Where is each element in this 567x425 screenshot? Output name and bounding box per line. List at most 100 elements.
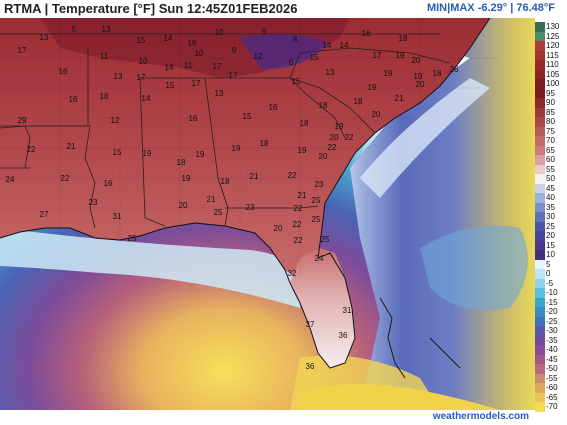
- temperature-value: 19: [368, 83, 377, 92]
- temperature-value: 13: [326, 68, 335, 77]
- temperature-value: 21: [250, 172, 259, 181]
- temperature-value: 10: [215, 28, 224, 37]
- colorbar-segment: [535, 297, 545, 307]
- colorbar-segment: [535, 69, 545, 79]
- temperature-value: 22: [328, 143, 337, 152]
- temperature-value: 20: [330, 133, 339, 142]
- coldest-region: [240, 34, 330, 69]
- temperature-value: 21: [67, 142, 76, 151]
- temperature-value: 20: [319, 152, 328, 161]
- temperature-value: 13: [114, 72, 123, 81]
- temperature-value: 24: [6, 175, 15, 184]
- colorbar-segment: [535, 240, 545, 250]
- temperature-value: 14: [164, 34, 173, 43]
- temperature-value: 18: [354, 97, 363, 106]
- colorbar-segment: [535, 50, 545, 60]
- temperature-value: 6: [289, 58, 294, 67]
- colorbar-label: 70: [546, 136, 555, 145]
- temperature-value: 17: [18, 46, 27, 55]
- temperature-value: 19: [414, 72, 423, 81]
- temperature-value: 10: [195, 49, 204, 58]
- temperature-value: 21: [207, 195, 216, 204]
- temperature-value: 18: [221, 177, 230, 186]
- colorbar-label: -10: [546, 288, 558, 297]
- colorbar-label: -40: [546, 345, 558, 354]
- state-borders: [0, 33, 451, 229]
- temperature-value: 16: [104, 179, 113, 188]
- temperature-value: 22: [294, 236, 303, 245]
- temperature-value: 19: [143, 149, 152, 158]
- colorbar-label: -35: [546, 335, 558, 345]
- temperature-value: 25: [128, 234, 137, 243]
- temperature-value: 19: [335, 122, 344, 131]
- colorbar-segment: [535, 164, 545, 174]
- temperature-value: 18: [399, 34, 408, 43]
- cuba: [300, 384, 500, 410]
- temperature-value: 19: [196, 150, 205, 159]
- colorbar-label: 80: [546, 117, 555, 126]
- colorbar-label: 5: [546, 259, 551, 269]
- temperature-value: 21: [298, 191, 307, 200]
- footer-bar: weathermodels.com: [0, 410, 535, 425]
- temperature-value: 15: [166, 81, 175, 90]
- temperature-colorbar: 130 125 120 115 110 105 100 95 90 85 80 75 70 65 60 55 5…: [535, 22, 567, 414]
- temperature-value: 31: [113, 212, 122, 221]
- temperature-value: 19: [298, 146, 307, 155]
- temperature-value: 19: [384, 69, 393, 78]
- colorbar-label: 40: [546, 193, 555, 202]
- temperature-value: 11: [100, 52, 109, 61]
- colorbar-segment: [535, 221, 545, 231]
- colorbar-segment: [535, 22, 545, 32]
- colorbar-label: 30: [546, 212, 555, 221]
- colorbar-segment: [535, 98, 545, 108]
- temperature-value: 15: [137, 36, 146, 45]
- temperature-map[interactable]: 13 5 13 15 14 16 10 9 8 14 16 18 17 11 10 10 9 12 6 15 14 17 1…: [0, 18, 535, 410]
- temperature-value: 20: [274, 224, 283, 233]
- temperature-value: 22: [293, 220, 302, 229]
- temperature-value: 16: [362, 29, 371, 38]
- colorbar-label: -20: [546, 307, 558, 316]
- colorbar-segment: [535, 288, 545, 298]
- temperature-value: 5: [72, 25, 77, 34]
- bahamas-outline: [379, 297, 406, 379]
- colorbar-label: 95: [546, 88, 555, 98]
- colorbar-segment: [535, 402, 545, 412]
- colorbar-label: 110: [546, 60, 559, 69]
- credit-link[interactable]: weathermodels.com: [432, 411, 529, 422]
- temperature-value: 18: [433, 69, 442, 78]
- temperature-value: 36: [306, 362, 315, 371]
- temperature-value: 14: [142, 94, 151, 103]
- temperature-value: 14: [165, 63, 174, 72]
- bahamas-outline-2: [429, 337, 461, 369]
- temperature-value: 17: [373, 51, 382, 60]
- colorbar-segment: [535, 145, 545, 155]
- temperature-value: 15: [243, 112, 252, 121]
- colorbar-label: 50: [546, 174, 555, 183]
- temperature-value: 25: [312, 196, 321, 205]
- colorbar-segment: [535, 269, 545, 279]
- colorbar-segment: [535, 79, 545, 89]
- temperature-value: 37: [306, 320, 315, 329]
- coastal-cold-band: [0, 228, 300, 308]
- temperature-value: 22: [27, 145, 36, 154]
- colorbar-label: 25: [546, 221, 555, 231]
- temperature-value: 14: [340, 41, 349, 50]
- temperature-value: 27: [40, 210, 49, 219]
- temperature-value: 11: [184, 61, 193, 70]
- temperature-value: 18: [177, 158, 186, 167]
- temperature-value: 15: [292, 77, 301, 86]
- colorbar-label: 35: [546, 202, 555, 212]
- colorbar-label: 115: [546, 50, 559, 60]
- temperature-value: 20: [372, 110, 381, 119]
- colorbar-label: -60: [546, 383, 558, 392]
- temperature-value: 9: [232, 46, 237, 55]
- min-max-readout: MIN|MAX -6.29° | 76.48°F: [426, 2, 555, 14]
- temperature-value: 13: [102, 25, 111, 34]
- colorbar-segment: [535, 231, 545, 241]
- colorbar-segment: [535, 60, 545, 70]
- temperature-value: 15: [310, 53, 319, 62]
- colorbar-segment: [535, 126, 545, 136]
- colorbar-segment: [535, 41, 545, 51]
- colorbar-segment: [535, 354, 545, 364]
